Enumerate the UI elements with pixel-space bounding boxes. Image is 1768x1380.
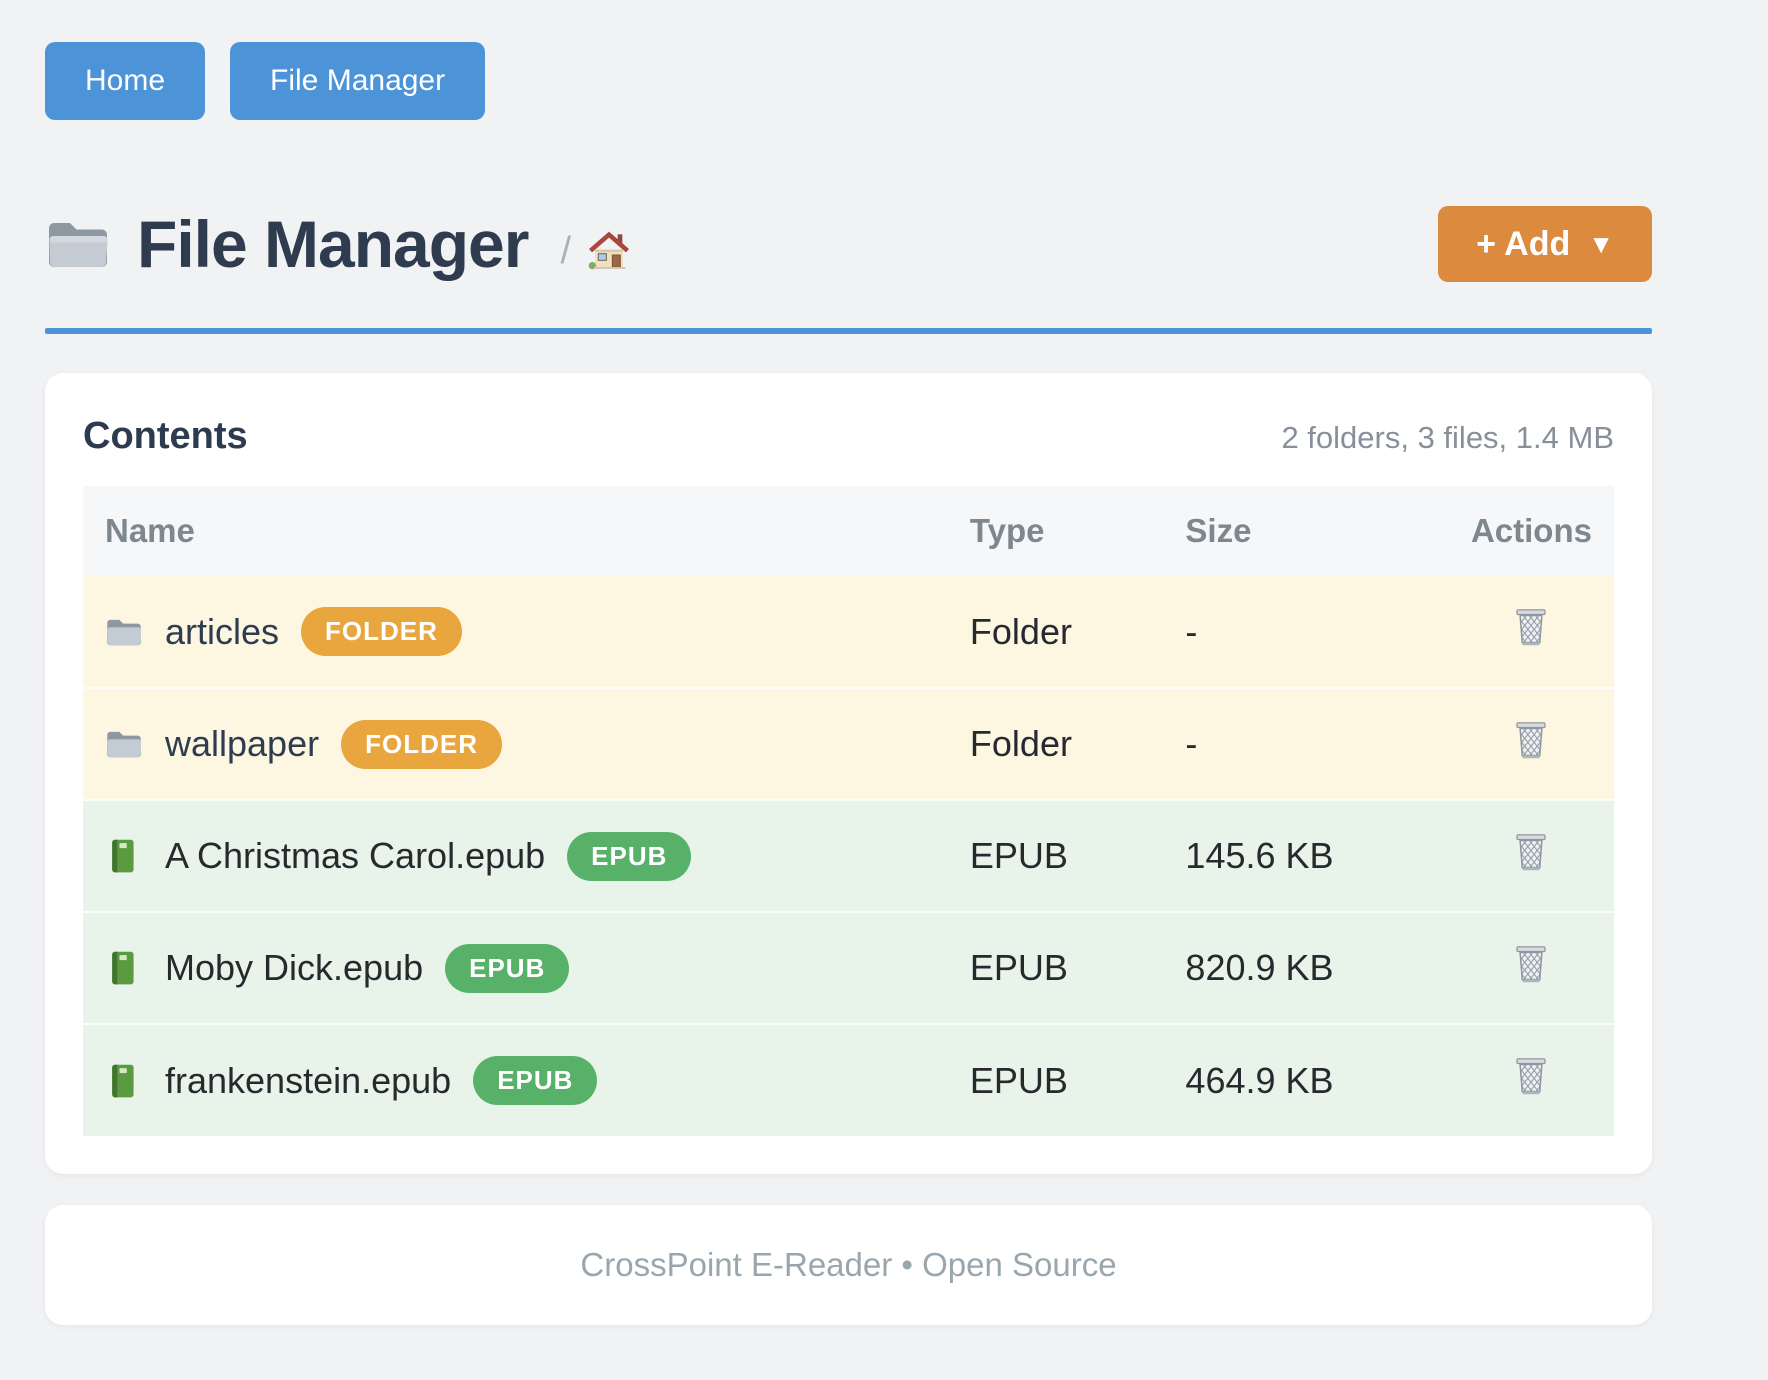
book-icon <box>112 951 136 985</box>
name-cell: frankenstein.epub EPUB <box>83 1024 948 1136</box>
name-cell: A Christmas Carol.epub EPUB <box>83 800 948 912</box>
add-button[interactable]: + Add ▼ <box>1438 206 1652 282</box>
file-table-body: articles FOLDER Folder - <box>83 576 1614 1136</box>
type-cell: EPUB <box>969 947 1068 988</box>
size-cell: - <box>1185 610 1198 652</box>
column-header-actions: Actions <box>1448 486 1614 576</box>
caret-down-icon: ▼ <box>1588 229 1614 259</box>
file-name-link[interactable]: articles <box>165 610 280 652</box>
table-row: A Christmas Carol.epub EPUB EPUB 145.6 K… <box>83 800 1614 912</box>
trash-icon <box>1516 1058 1547 1095</box>
title-underline <box>45 328 1652 334</box>
folder-icon <box>107 731 141 758</box>
add-button-label: + Add <box>1476 224 1571 263</box>
type-cell: Folder <box>969 610 1072 652</box>
panel-header: Contents 2 folders, 3 files, 1.4 MB <box>83 415 1614 458</box>
nav-button-file-manager[interactable]: File Manager <box>230 42 486 120</box>
type-badge: EPUB <box>445 943 570 993</box>
page-title: File Manager <box>137 206 529 281</box>
type-badge: FOLDER <box>341 719 502 769</box>
size-cell: 820.9 KB <box>1185 947 1334 988</box>
actions-cell <box>1449 912 1614 1024</box>
actions-cell <box>1449 688 1614 800</box>
delete-button[interactable] <box>1512 606 1550 648</box>
contents-summary: 2 folders, 3 files, 1.4 MB <box>1281 420 1614 455</box>
delete-button[interactable] <box>1512 943 1550 985</box>
table-row: wallpaper FOLDER Folder - <box>83 688 1614 800</box>
column-header-type: Type <box>947 486 1164 576</box>
name-cell: articles FOLDER <box>83 576 948 688</box>
size-cell: 464.9 KB <box>1185 1059 1334 1101</box>
table-header-row: Name Type Size Actions <box>83 486 1614 576</box>
delete-button[interactable] <box>1512 1055 1550 1097</box>
file-name-link[interactable]: frankenstein.epub <box>165 1059 452 1101</box>
type-badge: EPUB <box>473 1056 598 1105</box>
table-row: Moby Dick.epub EPUB EPUB 820.9 KB <box>83 912 1614 1024</box>
column-header-size: Size <box>1163 486 1449 576</box>
book-icon <box>112 839 136 873</box>
delete-button[interactable] <box>1512 831 1550 873</box>
folder-icon <box>107 619 141 645</box>
size-cell: 145.6 KB <box>1185 835 1334 876</box>
type-cell: EPUB <box>969 1059 1068 1101</box>
table-row: frankenstein.epub EPUB EPUB 464.9 KB <box>83 1024 1614 1136</box>
actions-cell <box>1449 1024 1614 1136</box>
page-header: File Manager / + Add ▼ <box>45 206 1652 282</box>
footer: CrossPoint E-Reader • Open Source <box>45 1205 1652 1325</box>
name-cell: wallpaper FOLDER <box>83 688 948 800</box>
type-cell: EPUB <box>969 835 1068 876</box>
table-row: articles FOLDER Folder - <box>83 576 1614 688</box>
delete-button[interactable] <box>1512 719 1550 761</box>
actions-cell <box>1449 576 1614 688</box>
breadcrumb-separator: / <box>560 229 572 272</box>
file-name-link[interactable]: wallpaper <box>165 723 320 764</box>
name-cell: Moby Dick.epub EPUB <box>83 912 948 1024</box>
actions-cell <box>1449 800 1614 912</box>
file-name-link[interactable]: Moby Dick.epub <box>165 947 424 988</box>
trash-icon <box>1516 833 1547 870</box>
file-table: Name Type Size Actions ar <box>83 486 1614 1136</box>
trash-icon <box>1516 945 1547 982</box>
trash-icon <box>1516 721 1547 758</box>
nav-button-home[interactable]: Home <box>45 42 206 120</box>
size-cell: - <box>1185 723 1198 764</box>
type-badge: EPUB <box>567 831 692 881</box>
trash-icon <box>1516 609 1547 646</box>
panel-title: Contents <box>83 415 248 457</box>
top-nav: Home File Manager <box>45 0 1652 120</box>
file-name-link[interactable]: A Christmas Carol.epub <box>165 835 546 876</box>
folder-icon <box>49 223 108 268</box>
book-icon <box>112 1064 136 1097</box>
contents-panel: Contents 2 folders, 3 files, 1.4 MB Name… <box>45 373 1652 1174</box>
column-header-name: Name <box>83 486 948 576</box>
type-badge: FOLDER <box>301 607 462 656</box>
footer-text: CrossPoint E-Reader • Open Source <box>580 1246 1117 1283</box>
page-container: Home File Manager File Manager / + Add ▼ <box>45 0 1652 1325</box>
home-icon[interactable] <box>587 228 631 270</box>
type-cell: Folder <box>969 723 1072 764</box>
